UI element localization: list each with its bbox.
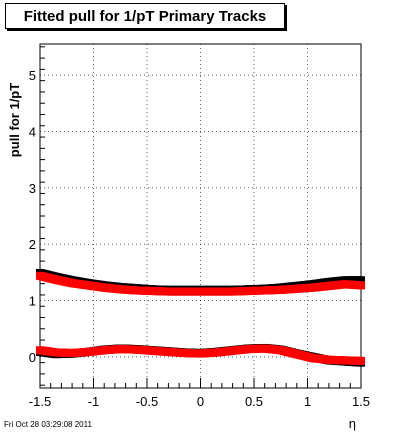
- chart-title: Fitted pull for 1/pT Primary Tracks: [23, 7, 267, 25]
- x-tick-label: 0: [197, 394, 204, 409]
- y-tick-label: 0: [29, 350, 36, 365]
- chart-title-box: Fitted pull for 1/pT Primary Tracks: [5, 3, 285, 29]
- y-tick-label: 3: [29, 181, 36, 196]
- x-tick-label: -0.5: [136, 394, 158, 409]
- x-tick-label: -1.5: [29, 394, 51, 409]
- y-tick-label: 5: [29, 68, 36, 83]
- y-tick-label: 4: [29, 124, 36, 139]
- y-tick-label: 1: [29, 294, 36, 309]
- x-tick-label: -1: [88, 394, 100, 409]
- x-tick-label: 0.5: [245, 394, 263, 409]
- timestamp-footer: Fri Oct 28 03:29:08 2011: [4, 420, 92, 429]
- data-point: [357, 281, 365, 290]
- y-axis-label: pull for 1/pT: [7, 83, 22, 157]
- series-4: [36, 344, 365, 365]
- data-point: [357, 356, 365, 365]
- series-2: [36, 271, 365, 296]
- data-point: [357, 276, 365, 285]
- x-tick-label: 1: [304, 394, 311, 409]
- x-axis-label: η: [349, 416, 356, 431]
- x-tick-label: 1.5: [352, 394, 370, 409]
- y-tick-label: 2: [29, 237, 36, 252]
